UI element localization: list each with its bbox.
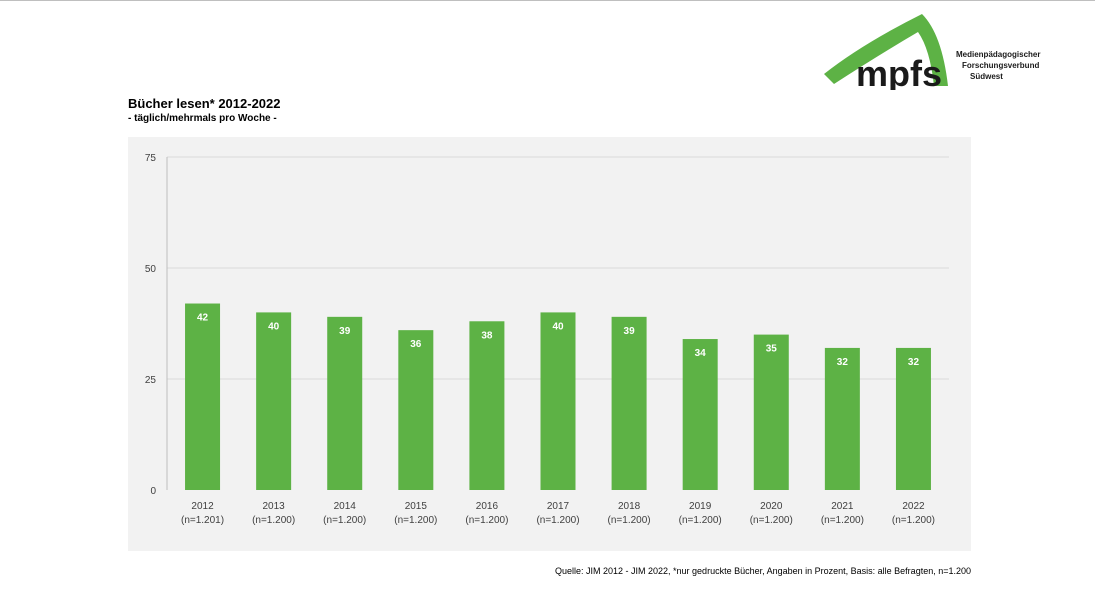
logo-line-1: Medienpädagogischer: [956, 50, 1041, 59]
data-label: 40: [552, 321, 564, 332]
x-tick-label: 2016: [476, 501, 499, 512]
x-tick-label: 2014: [334, 501, 357, 512]
data-label: 42: [197, 313, 209, 324]
chart-subtitle: - täglich/mehrmals pro Woche -: [128, 113, 277, 124]
bar: [682, 339, 718, 490]
bar: [611, 316, 647, 490]
x-tick-label: 2017: [547, 501, 570, 512]
x-tick-sublabel: (n=1.200): [750, 515, 793, 526]
chart-title: Bücher lesen* 2012-2022: [128, 96, 281, 111]
bar: [469, 321, 505, 490]
logo-wordmark: mpfs: [856, 53, 942, 90]
data-label: 35: [766, 344, 778, 355]
bar: [753, 334, 789, 490]
bar: [398, 330, 434, 490]
x-tick-sublabel: (n=1.200): [821, 515, 864, 526]
bar-chart: 0 25 50 75 42 2012 (n=1.201) 40 2013 (n=1.200) 39 2…: [145, 153, 949, 526]
x-tick-sublabel: (n=1.200): [536, 515, 579, 526]
mpfs-logo: mpfs: [824, 14, 948, 90]
bar: [185, 303, 221, 490]
logo-line-2: Forschungsverbund: [962, 61, 1040, 70]
source-note: Quelle: JIM 2012 - JIM 2022, *nur gedruc…: [554, 566, 971, 576]
data-label: 40: [268, 321, 280, 332]
x-tick-sublabel: (n=1.200): [252, 515, 295, 526]
y-tick-label: 50: [145, 264, 157, 275]
bar: [824, 347, 860, 490]
data-label: 34: [695, 348, 707, 359]
y-tick-label: 75: [145, 153, 157, 164]
bar: [327, 316, 363, 490]
y-tick-label: 0: [150, 486, 156, 497]
x-tick-label: 2021: [831, 501, 854, 512]
data-label: 39: [624, 326, 636, 337]
data-label: 32: [908, 357, 920, 368]
top-divider: [0, 0, 1095, 1]
x-tick-sublabel: (n=1.200): [394, 515, 437, 526]
x-tick-sublabel: (n=1.200): [679, 515, 722, 526]
x-tick-sublabel: (n=1.200): [465, 515, 508, 526]
logo-line-3: Südwest: [970, 72, 1003, 81]
x-tick-sublabel: (n=1.201): [181, 515, 224, 526]
data-label: 39: [339, 326, 351, 337]
x-tick-label: 2013: [263, 501, 286, 512]
x-tick-label: 2012: [191, 501, 214, 512]
data-label: 38: [481, 330, 493, 341]
data-label: 32: [837, 357, 849, 368]
x-tick-sublabel: (n=1.200): [323, 515, 366, 526]
x-tick-label: 2019: [689, 501, 712, 512]
bar: [895, 347, 931, 490]
bar: [256, 312, 292, 490]
bar: [540, 312, 576, 490]
x-tick-label: 2015: [405, 501, 428, 512]
logo-caption: Medienpädagogischer Forschungsverbund Sü…: [956, 49, 1040, 82]
x-tick-label: 2020: [760, 501, 783, 512]
logo-roof-icon: [824, 14, 948, 86]
x-tick-label: 2018: [618, 501, 641, 512]
y-tick-label: 25: [145, 375, 157, 386]
data-label: 36: [410, 339, 422, 350]
x-tick-sublabel: (n=1.200): [608, 515, 651, 526]
x-tick-label: 2022: [902, 501, 925, 512]
x-tick-sublabel: (n=1.200): [892, 515, 935, 526]
